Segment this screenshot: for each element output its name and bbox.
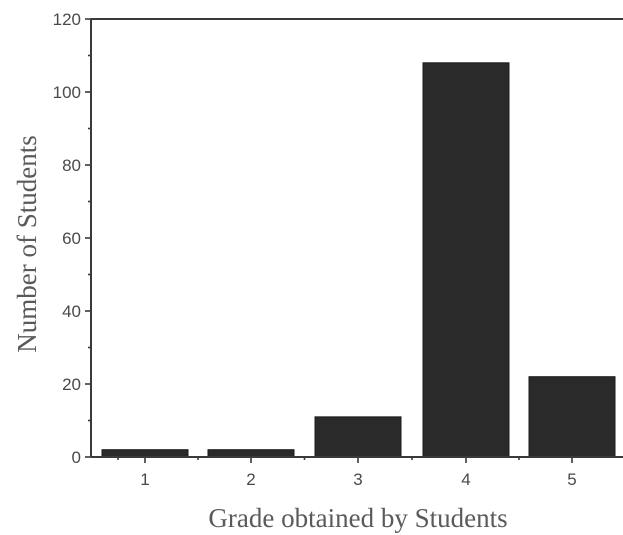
y-tick-label: 100 [53,83,81,102]
y-tick-label: 0 [72,448,81,467]
y-axis: 0 20 40 60 80 100 120 [53,10,92,467]
bar-grade-4 [422,62,510,458]
x-tick-label: 2 [246,470,255,489]
y-tick-label: 60 [62,229,81,248]
bar-grade-3 [314,416,402,458]
x-tick-label: 1 [140,470,149,489]
x-tick-label: 3 [353,470,362,489]
x-tick-label: 4 [461,470,470,489]
bar-grade-5 [528,376,616,458]
x-axis-title: Grade obtained by Students [208,503,507,533]
x-axis: 1 2 3 4 5 [91,456,623,489]
bar-grade-1 [101,449,189,458]
y-tick-label: 120 [53,10,81,29]
x-tick-label: 5 [567,470,576,489]
y-tick-label: 20 [62,375,81,394]
bar-grade-2 [207,449,295,458]
y-tick-label: 80 [62,156,81,175]
y-tick-label: 40 [62,302,81,321]
bars-group [101,62,616,458]
y-axis-title: Number of Students [12,135,42,352]
